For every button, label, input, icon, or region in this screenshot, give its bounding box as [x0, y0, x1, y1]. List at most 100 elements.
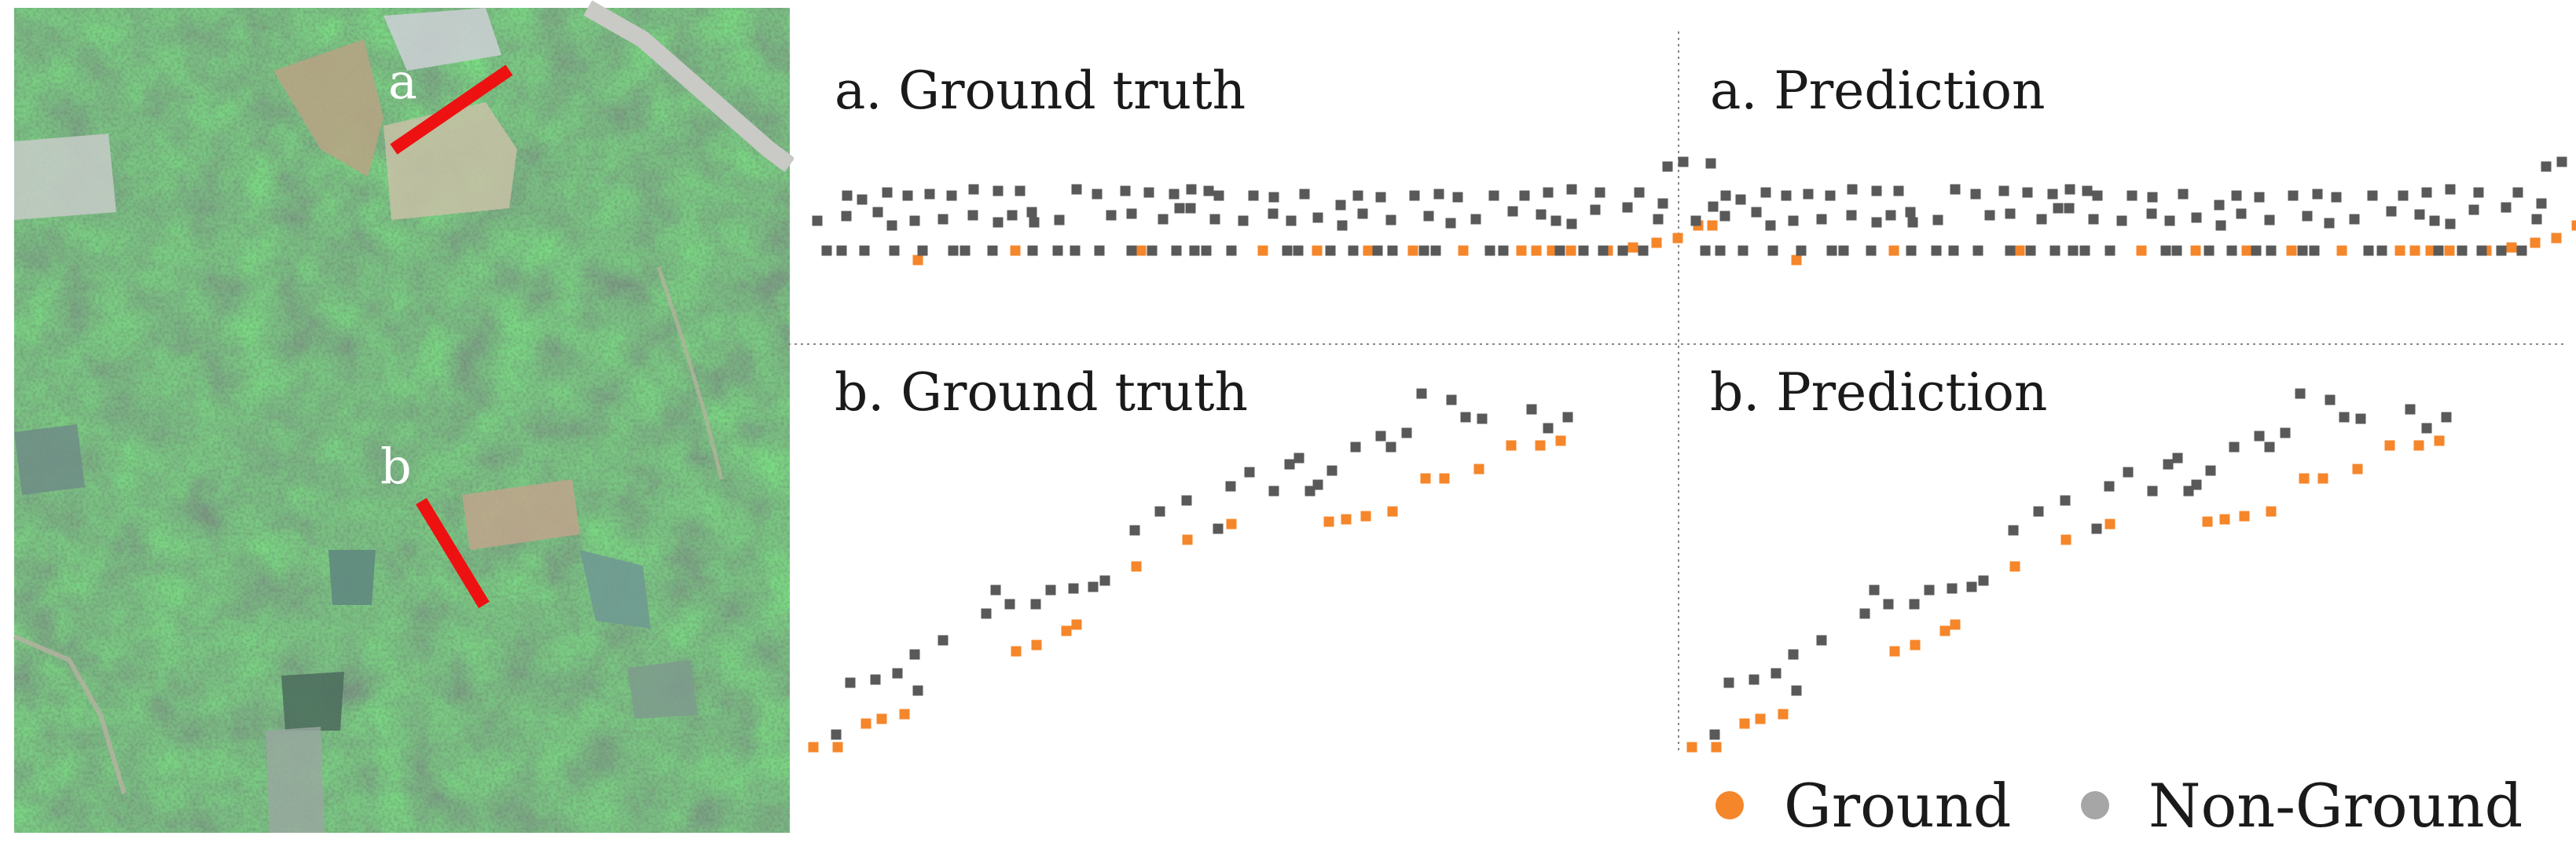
non-ground-point — [1678, 156, 1689, 167]
panel-title-a-pred: a. Prediction — [1710, 60, 2046, 121]
ground-point — [2219, 514, 2230, 525]
ground-point — [1791, 255, 1802, 266]
non-ground-point — [2355, 413, 2366, 424]
non-ground-point — [1201, 245, 1212, 256]
ground-point — [1257, 245, 1268, 256]
non-ground-point — [1519, 190, 1530, 201]
non-ground-point — [2468, 204, 2479, 215]
non-ground-point — [1498, 245, 1509, 256]
non-ground-point — [1312, 479, 1323, 490]
non-ground-point — [2123, 467, 2134, 478]
non-ground-point — [892, 668, 903, 679]
non-ground-point — [2429, 215, 2440, 226]
non-ground-point — [1622, 202, 1633, 213]
non-ground-point — [2421, 423, 2432, 434]
non-ground-point — [2512, 187, 2523, 198]
ground-point — [832, 742, 843, 753]
non-ground-point — [1816, 214, 1827, 225]
non-ground-point — [2339, 412, 2350, 423]
non-ground-point — [1423, 211, 1434, 222]
pond — [281, 672, 344, 731]
non-ground-point — [2005, 208, 2016, 219]
non-ground-point — [2473, 187, 2484, 198]
non-ground-point — [1966, 581, 1977, 592]
non-ground-point — [912, 685, 923, 696]
non-ground-point — [1700, 245, 1711, 256]
ground-point — [1458, 245, 1469, 256]
non-ground-point — [2053, 203, 2064, 214]
ground-point — [2190, 245, 2201, 256]
non-ground-point — [1871, 217, 1882, 228]
ground-point — [2060, 534, 2071, 545]
ground-point — [2413, 440, 2424, 451]
non-ground-point — [1978, 575, 1989, 586]
non-ground-point — [1126, 208, 1137, 219]
non-ground-point — [1129, 525, 1140, 536]
non-ground-point — [2183, 486, 2194, 497]
non-ground-point — [1932, 214, 1943, 225]
ground-point — [2444, 245, 2455, 256]
non-ground-point — [2541, 161, 2552, 172]
non-ground-point — [1070, 245, 1081, 256]
non-ground-point — [2116, 215, 2127, 226]
non-ground-point — [1430, 245, 1441, 256]
non-ground-point — [1004, 599, 1015, 610]
non-ground-point — [1751, 207, 1762, 218]
non-ground-point — [2441, 412, 2452, 423]
non-ground-point — [2008, 525, 2019, 536]
non-ground-point — [1470, 214, 1481, 225]
non-ground-point — [1294, 453, 1305, 464]
ground-point — [2241, 245, 2252, 256]
non-ground-point — [938, 635, 949, 646]
non-ground-point — [1771, 668, 1782, 679]
non-ground-point — [841, 211, 852, 222]
non-ground-point — [2309, 245, 2320, 256]
non-ground-point — [1154, 506, 1165, 517]
non-ground-point — [2104, 481, 2115, 492]
non-ground-point — [1791, 685, 1802, 696]
non-ground-point — [1477, 413, 1488, 424]
non-ground-point — [836, 245, 847, 256]
non-ground-point — [2302, 211, 2313, 222]
ground-point — [808, 742, 819, 753]
non-ground-point — [2229, 442, 2240, 453]
ground-point — [2202, 516, 2213, 527]
non-ground-point — [2536, 198, 2547, 209]
non-ground-point — [1590, 204, 1601, 215]
non-ground-point — [1484, 245, 1495, 256]
scatter-a-truth — [812, 156, 1719, 266]
scatter-b-truth — [808, 388, 1573, 753]
non-ground-point — [2501, 202, 2512, 213]
non-ground-point — [1883, 599, 1894, 610]
ground-point — [1031, 640, 1042, 651]
ground-point — [899, 709, 910, 720]
non-ground-point — [2433, 245, 2444, 256]
non-ground-point — [1765, 220, 1776, 231]
non-ground-point — [1068, 583, 1079, 594]
field — [273, 39, 383, 177]
non-ground-point — [1007, 210, 1018, 221]
ground-point — [1531, 245, 1542, 256]
non-ground-point — [1433, 189, 1444, 200]
ground-point — [1071, 619, 1082, 630]
non-ground-point — [2214, 200, 2225, 211]
ground-point — [1407, 245, 1418, 256]
non-ground-point — [2476, 245, 2487, 256]
non-ground-point — [1213, 190, 1224, 201]
non-ground-point — [948, 245, 959, 256]
non-ground-point — [1566, 184, 1577, 195]
non-ground-point — [938, 214, 949, 225]
non-ground-point — [2147, 192, 2158, 203]
ground-point — [1226, 519, 1237, 530]
non-ground-point — [960, 245, 971, 256]
non-ground-point — [857, 194, 868, 205]
ground-point — [1711, 742, 1722, 753]
non-ground-point — [1181, 495, 1192, 506]
non-ground-point — [2445, 218, 2456, 229]
section-line-a — [390, 64, 513, 155]
non-ground-point — [2421, 187, 2432, 198]
non-ground-point — [1372, 245, 1383, 256]
non-ground-point — [1169, 189, 1180, 200]
ground-point — [1888, 245, 1899, 256]
non-ground-point — [1749, 674, 1760, 685]
